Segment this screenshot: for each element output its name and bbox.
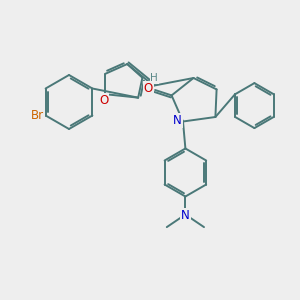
Text: Br: Br <box>31 109 44 122</box>
Text: N: N <box>181 208 190 222</box>
Text: N: N <box>173 114 182 128</box>
Text: O: O <box>144 82 153 95</box>
Text: O: O <box>99 94 109 107</box>
Text: H: H <box>150 73 158 83</box>
